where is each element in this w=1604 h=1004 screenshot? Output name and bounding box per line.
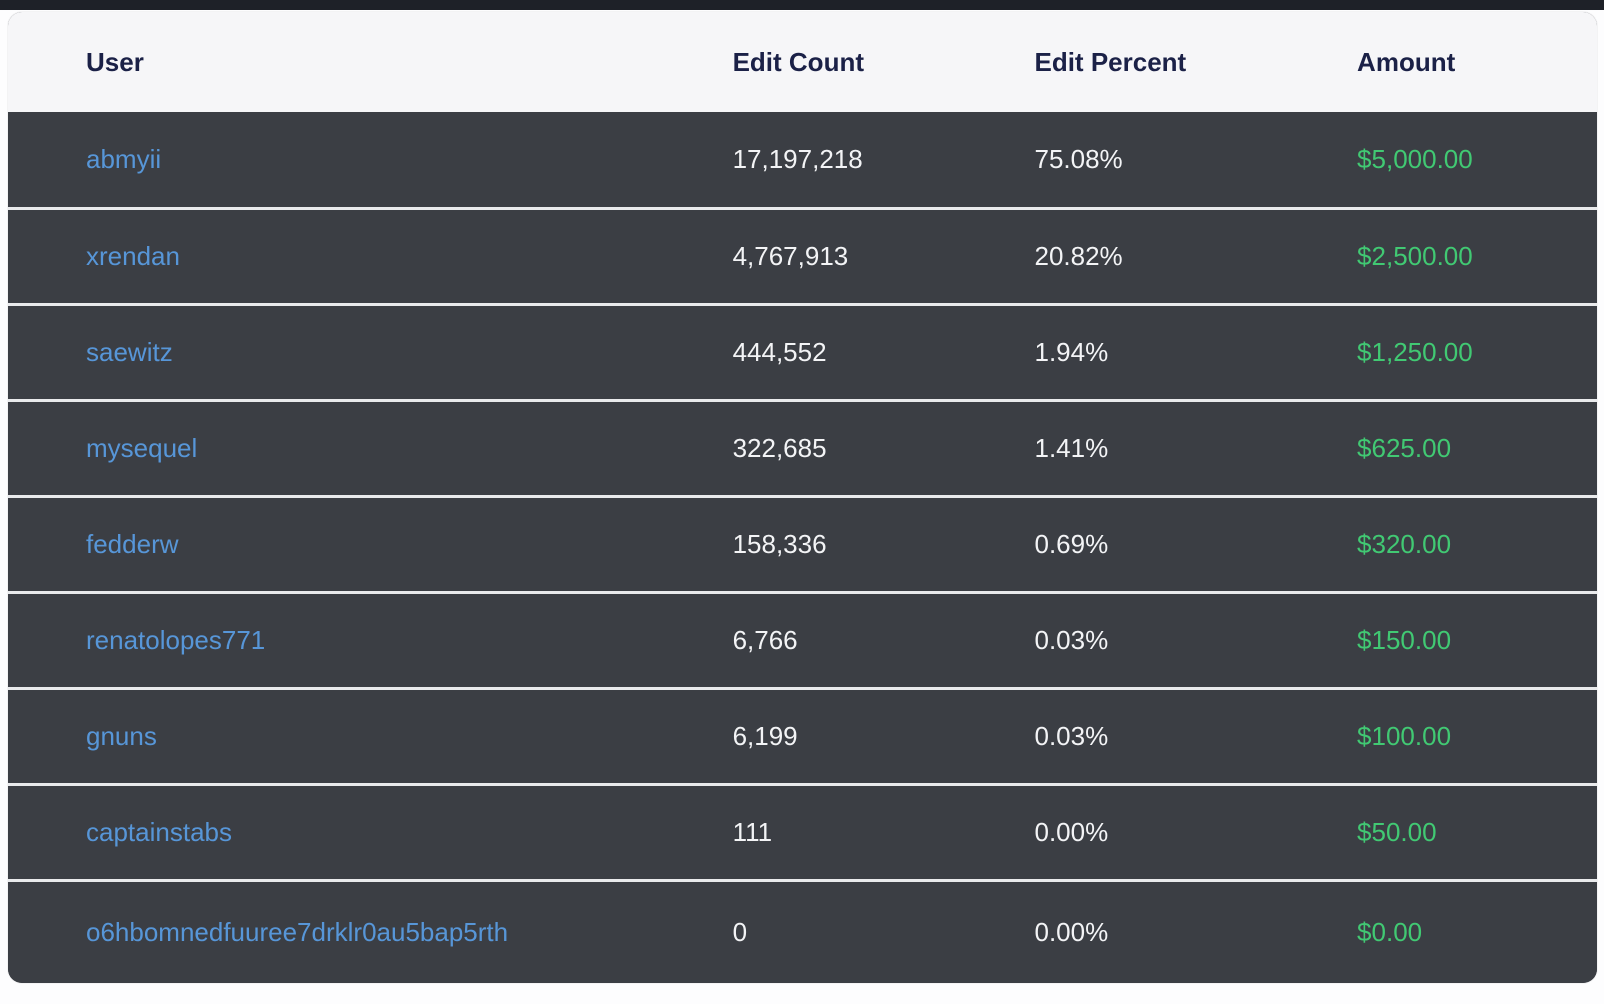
column-header-user: User [86, 46, 144, 77]
user-link[interactable]: fedderw [86, 528, 179, 559]
user-edits-table-card: User Edit Count Edit Percent Amount abmy… [8, 12, 1597, 983]
edit-count-cell: 444,552 [732, 302, 1035, 400]
edit-percent-cell: 0.00% [1034, 782, 1358, 880]
amount-cell: $2,500.00 [1357, 206, 1597, 304]
top-strip [0, 0, 1604, 10]
amount-cell: $1,250.00 [1357, 302, 1597, 400]
edit-percent-cell: 0.69% [1034, 494, 1358, 592]
edit-count-cell: 322,685 [732, 398, 1035, 496]
user-cell: renatolopes771 [8, 590, 733, 688]
edit-count-cell: 158,336 [732, 494, 1035, 592]
amount-cell: $625.00 [1357, 398, 1597, 496]
table-row: saewitz 444,552 1.94% $1,250.00 [8, 302, 1597, 400]
user-link[interactable]: mysequel [86, 432, 198, 463]
user-link[interactable]: o6hbomnedfuuree7drklr0au5bap5rth [86, 916, 509, 947]
column-header-amount: Amount [1357, 46, 1456, 77]
user-cell: captainstabs [8, 782, 733, 880]
user-link[interactable]: gnuns [86, 720, 157, 751]
table-row: fedderw 158,336 0.69% $320.00 [8, 494, 1597, 592]
amount-cell: $150.00 [1357, 590, 1597, 688]
table-row: renatolopes771 6,766 0.03% $150.00 [8, 590, 1597, 688]
table-row: gnuns 6,199 0.03% $100.00 [8, 686, 1597, 784]
edit-percent-cell: 0.00% [1034, 878, 1358, 983]
user-cell: abmyii [8, 112, 733, 208]
table-body: abmyii 17,197,218 75.08% $5,000.00 xrendan 4,… [8, 112, 1597, 983]
edit-percent-cell: 1.41% [1034, 398, 1358, 496]
edit-percent-cell: 0.03% [1034, 590, 1358, 688]
amount-cell: $0.00 [1357, 878, 1597, 983]
user-link[interactable]: captainstabs [86, 816, 232, 847]
edit-percent-cell: 0.03% [1034, 686, 1358, 784]
user-cell: gnuns [8, 686, 733, 784]
table-row: xrendan 4,767,913 20.82% $2,500.00 [8, 206, 1597, 304]
amount-cell: $100.00 [1357, 686, 1597, 784]
edit-count-cell: 0 [732, 878, 1035, 983]
user-link[interactable]: abmyii [86, 143, 162, 174]
edit-percent-cell: 75.08% [1034, 143, 1123, 174]
user-cell: fedderw [8, 494, 733, 592]
table-header: User Edit Count Edit Percent Amount [8, 12, 1597, 112]
column-header-edit-percent: Edit Percent [1034, 46, 1187, 77]
table-row: mysequel 322,685 1.41% $625.00 [8, 398, 1597, 496]
user-cell: mysequel [8, 398, 733, 496]
user-link[interactable]: xrendan [86, 240, 180, 271]
user-link[interactable]: renatolopes771 [86, 624, 266, 655]
amount-cell: $5,000.00 [1357, 143, 1473, 174]
amount-cell: $50.00 [1357, 782, 1597, 880]
edit-percent-cell: 1.94% [1034, 302, 1358, 400]
column-header-edit-count: Edit Count [732, 46, 864, 77]
table-row: abmyii 17,197,218 75.08% $5,000.00 [8, 112, 1597, 208]
table-row: captainstabs 111 0.00% $50.00 [8, 782, 1597, 880]
edit-count-cell: 111 [732, 782, 1035, 880]
user-cell: xrendan [8, 206, 733, 304]
header-row: User Edit Count Edit Percent Amount [8, 12, 1597, 112]
user-cell: saewitz [8, 302, 733, 400]
edit-count-cell: 17,197,218 [732, 143, 863, 174]
user-cell: o6hbomnedfuuree7drklr0au5bap5rth [8, 878, 733, 983]
user-link[interactable]: saewitz [86, 336, 173, 367]
edit-count-cell: 4,767,913 [732, 206, 1035, 304]
table-row: o6hbomnedfuuree7drklr0au5bap5rth 0 0.00% $0… [8, 878, 1597, 983]
user-edits-table: User Edit Count Edit Percent Amount abmy… [8, 12, 1597, 983]
edit-percent-cell: 20.82% [1034, 206, 1358, 304]
amount-cell: $320.00 [1357, 494, 1597, 592]
edit-count-cell: 6,766 [732, 590, 1035, 688]
edit-count-cell: 6,199 [732, 686, 1035, 784]
